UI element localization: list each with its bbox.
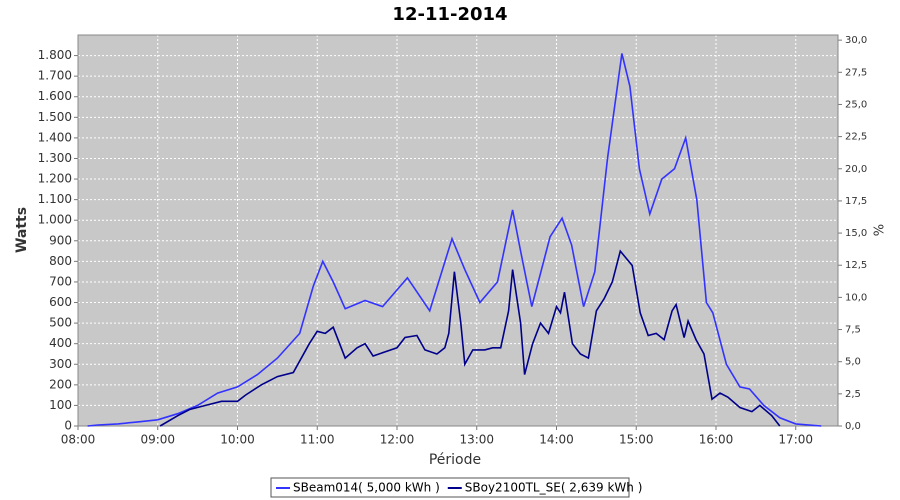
legend-label: SBoy2100TL_SE( 2,639 kWh ): [465, 481, 643, 495]
y2-tick-label: 7,5: [845, 325, 861, 336]
y-tick-label: 1.500: [38, 110, 72, 124]
x-tick-label: 12:00: [380, 433, 415, 447]
y-tick-label: 100: [49, 398, 72, 412]
y-tick-label: 500: [49, 316, 72, 330]
y-tick-label: 1.000: [38, 213, 72, 227]
plot-border: [77, 34, 839, 427]
y2-tick-label: 22,5: [845, 132, 867, 143]
y2-tick-label: 15,0: [845, 228, 867, 239]
y-tick-label: 1.300: [38, 151, 72, 165]
series-line: [87, 53, 822, 427]
x-axis-label: Période: [429, 452, 481, 468]
y-tick-label: 1.600: [38, 89, 72, 103]
y2-tick-label: 12,5: [845, 260, 867, 271]
x-tick-label: 14:00: [539, 433, 574, 447]
y-tick-label: 1.200: [38, 172, 72, 186]
y-tick-label: 1.100: [38, 192, 72, 206]
y2-tick-label: 5,0: [845, 357, 861, 368]
x-tick-label: 15:00: [619, 433, 654, 447]
y2-tick-label: 27,5: [845, 67, 867, 78]
y-tick-label: 1.400: [38, 130, 72, 144]
y2-tick-label: 25,0: [845, 99, 867, 110]
legend-label: SBeam014( 5,000 kWh ): [293, 481, 440, 495]
y2-tick-label: 2,5: [845, 389, 861, 400]
plot-area: [78, 35, 838, 426]
x-tick-label: 09:00: [140, 433, 175, 447]
y-tick-label: 800: [49, 254, 72, 268]
y2-tick-label: 10,0: [845, 292, 867, 303]
y-tick-label: 900: [49, 233, 72, 247]
y-tick-label: 1.800: [38, 48, 72, 62]
x-tick-label: 17:00: [778, 433, 813, 447]
y2-tick-label: 0,0: [845, 421, 861, 432]
y-tick-label: 300: [49, 357, 72, 371]
y-axis-label: Watts: [14, 207, 30, 253]
y2-tick-label: 17,5: [845, 196, 867, 207]
y-tick-label: 600: [49, 295, 72, 309]
x-tick-label: 16:00: [699, 433, 734, 447]
y2-tick-label: 20,0: [845, 164, 867, 175]
x-tick-label: 10:00: [220, 433, 255, 447]
y-tick-label: 200: [49, 377, 72, 391]
y-tick-label: 0: [64, 419, 72, 433]
y-tick-label: 400: [49, 336, 72, 350]
y-tick-label: 1.700: [38, 69, 72, 83]
x-tick-label: 13:00: [459, 433, 494, 447]
x-tick-label: 11:00: [300, 433, 335, 447]
y2-tick-label: 30,0: [845, 35, 867, 46]
series-line: [159, 249, 781, 427]
y-tick-label: 700: [49, 274, 72, 288]
y2-axis-label: %: [873, 224, 888, 236]
x-tick-label: 08:00: [61, 433, 96, 447]
chart-title: 12-11-2014: [392, 4, 507, 25]
